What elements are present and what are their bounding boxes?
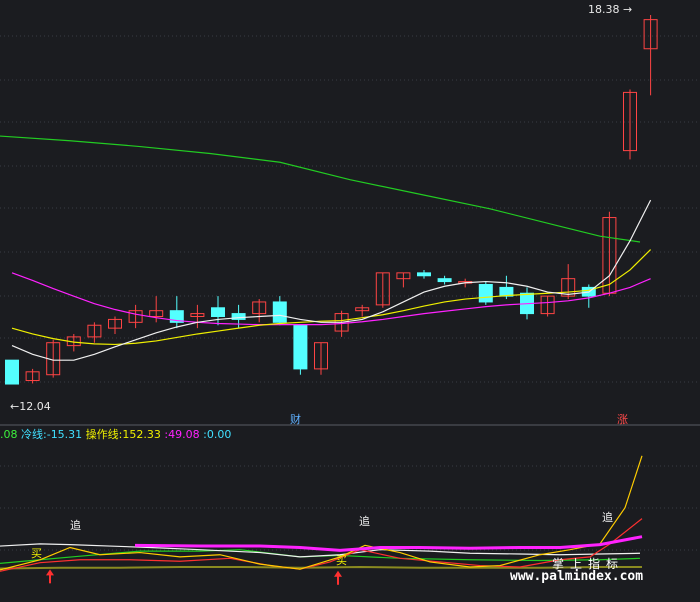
candle-body-8 [169, 310, 184, 323]
last-line-label: : [203, 428, 207, 441]
candle-body-14 [293, 324, 308, 370]
candle-body-18 [375, 272, 390, 306]
candle-body-17 [355, 307, 370, 312]
candlestick-series [5, 14, 658, 385]
price-high-value: 18.38 [588, 3, 620, 16]
cold-line-label: 冷线: [21, 428, 47, 441]
buy-signal-2: 买 [336, 554, 347, 567]
candle-body-31 [643, 19, 658, 50]
candle-body-15 [314, 342, 328, 370]
indicator-panel [0, 455, 643, 572]
arrow-left-icon: ← [10, 400, 20, 413]
ind-magenta-line [134, 535, 643, 552]
cold-line-value: -15.31 [46, 428, 83, 441]
ind-green-line [0, 549, 641, 564]
candle-body-30 [623, 91, 637, 152]
buy-arrow-head-1 [334, 570, 342, 577]
last-line-value: 0.00 [206, 428, 232, 441]
chase-signal-1: 追 [70, 519, 81, 532]
chase-signal-3: 追 [602, 511, 613, 524]
candle-body-11 [231, 313, 246, 320]
ind-yellow-line [0, 455, 643, 571]
candle-body-7 [149, 310, 164, 318]
ma-magenta-line [11, 272, 651, 326]
magenta-line-label: : [164, 428, 169, 441]
candle-body-21 [437, 278, 452, 283]
candle-body-27 [561, 278, 576, 297]
price-high-label: 18.38 → [588, 3, 632, 16]
candle-body-13 [272, 301, 287, 323]
arrow-right-icon: → [619, 3, 633, 16]
candle-body-19 [396, 272, 411, 280]
ind-red-line [0, 518, 643, 572]
indicator-values-bar: .08 冷线:-15.31 操作线:152.33 :49.08 :0.00 [0, 428, 231, 442]
buy-signal-1: 买 [31, 547, 42, 560]
lead-value: .08 [0, 428, 18, 441]
candle-body-6 [128, 310, 143, 323]
watermark-url: www.palmindex.com [510, 569, 644, 584]
candle-body-0 [5, 359, 19, 385]
grid-lines [0, 35, 700, 551]
chase-signal-2: 追 [359, 515, 370, 528]
candle-body-5 [108, 318, 122, 329]
event-marker-cai[interactable]: 财 [290, 413, 301, 426]
candle-body-26 [540, 295, 555, 315]
buy-arrow-head-0 [46, 569, 54, 576]
watermark-cn: 掌上指标 [552, 557, 625, 571]
event-marker-zhang[interactable]: 涨 [617, 413, 628, 426]
ma-green-line [0, 135, 641, 243]
candle-body-4 [87, 324, 102, 338]
ma-yellow-line [11, 249, 652, 346]
operation-line-label: 操作线: [85, 428, 123, 441]
moving-average-lines [0, 135, 652, 361]
price-low-value: 12.04 [19, 400, 51, 413]
candle-body-12 [252, 301, 267, 315]
signal-markers [46, 569, 342, 585]
magenta-line-value: 49.08 [168, 428, 200, 441]
operation-line-value: 152.33 [122, 428, 161, 441]
candle-body-1 [25, 371, 40, 382]
price-low-label: ←12.04 [10, 400, 51, 413]
candle-body-23 [478, 283, 493, 303]
candle-body-9 [190, 313, 205, 318]
ma-white-line [11, 199, 652, 361]
candle-body-20 [417, 272, 431, 277]
ind-olive-line [0, 565, 642, 570]
candle-body-10 [211, 307, 225, 318]
